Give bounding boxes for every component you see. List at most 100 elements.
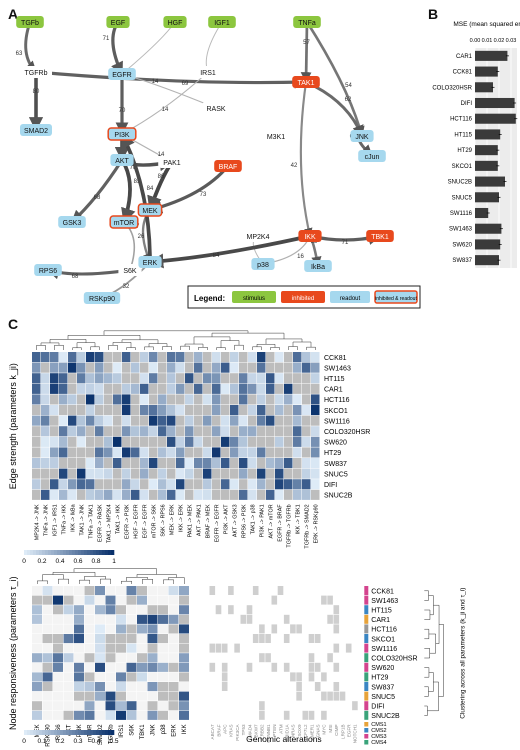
mse-chart-title: MSE (mean squared error) bbox=[453, 21, 520, 28]
mse-bar-CCK81 bbox=[475, 66, 498, 77]
edge-weight-PAK1-MEK: 86 bbox=[158, 174, 165, 180]
svg-text:PI3K: PI3K bbox=[114, 132, 130, 139]
edge-row-label-SNUC2B: SNUC2B bbox=[324, 493, 353, 500]
edge-col-label-28: TGFRb -> TGFRb bbox=[287, 504, 293, 547]
mse-bar-SW1116 bbox=[475, 207, 489, 219]
edge-col-label-25: PI3K -> PAK1 bbox=[260, 504, 266, 537]
cms-legend-swatch-CMS4 bbox=[364, 740, 369, 745]
node-TGFRb: TGFRb bbox=[20, 66, 52, 78]
genomic-col-label-APC: APC bbox=[223, 724, 228, 734]
node-colorbar-tick-4: 0.4 bbox=[91, 738, 100, 745]
cms-bar-SKCO1 bbox=[364, 634, 369, 643]
edge-weight-TGFRb-SMAD2: 80 bbox=[33, 89, 40, 95]
edge-col-label-12: EGF -> EGFR bbox=[143, 504, 149, 538]
node-row-label-HT29: HT29 bbox=[371, 675, 388, 682]
edge-weight-EGFR-PI3K: 70 bbox=[119, 108, 126, 114]
mse-tick-0.03: 0.03 bbox=[506, 38, 517, 44]
edge-row-label-HCT116: HCT116 bbox=[324, 397, 350, 404]
mse-label-SW837: SW837 bbox=[452, 258, 472, 264]
mse-bar-chart: MSE (mean squared error) 0.000.010.020.03… bbox=[432, 21, 520, 268]
edge-weight-EGF-EGFR: 71 bbox=[103, 36, 110, 42]
edge-col-label-16: IKK -> ERK bbox=[179, 504, 185, 532]
cms-bar-DIFI bbox=[364, 701, 369, 711]
node-row-label-CCK81: CCK81 bbox=[371, 588, 394, 595]
node-JNK: JNK bbox=[350, 130, 374, 142]
genomic-col-label-KRAS: KRAS bbox=[229, 724, 234, 737]
svg-text:p38: p38 bbox=[257, 262, 269, 269]
mse-bar-COLO320HSR bbox=[475, 82, 493, 93]
node-col-label-S6K: S6K bbox=[130, 724, 136, 735]
node-IkBa: IkBa bbox=[304, 260, 332, 272]
edge-weight-AKT-GSK3: 68 bbox=[94, 195, 101, 201]
edge-col-label-6: TNFa -> TAK1 bbox=[89, 504, 95, 538]
mse-label-HT29: HT29 bbox=[457, 148, 472, 154]
svg-text:RPS6: RPS6 bbox=[39, 268, 57, 275]
edge-col-label-27: EGFR -> BRAF bbox=[278, 504, 284, 542]
node-col-label-TBK1: TBK1 bbox=[140, 724, 146, 740]
edge-weight-TAK1-IKK: 42 bbox=[291, 163, 298, 169]
node-mTOR: mTOR bbox=[109, 215, 139, 229]
edge-row-label-CCK81: CCK81 bbox=[324, 355, 347, 362]
node-row-label-SNUC2B: SNUC2B bbox=[371, 713, 400, 720]
cms-legend-swatch-CMS1 bbox=[364, 722, 369, 727]
edge-col-label-19: BRAF -> MEK bbox=[206, 504, 212, 538]
svg-text:IRS1: IRS1 bbox=[200, 70, 216, 77]
node-colorbar-tick-3: 0.3 bbox=[73, 738, 82, 745]
node-col-label-IKK: IKK bbox=[182, 724, 188, 734]
edge-weight-mTOR-S6K: 26 bbox=[138, 234, 145, 240]
genomic-col-label-BRAF: BRAF bbox=[216, 724, 221, 736]
edge-weight-TGFRb-TAK1: 69 bbox=[182, 81, 189, 87]
edge-BRAF-MEK bbox=[148, 164, 230, 214]
edge-colorbar-tick-5: 1 bbox=[112, 558, 116, 564]
edge-row-label-SKCO1: SKCO1 bbox=[324, 408, 348, 415]
svg-text:TGFb: TGFb bbox=[21, 20, 39, 27]
node-colorbar-tick-2: 0.2 bbox=[55, 738, 64, 745]
edge-colorbar-tick-0: 0 bbox=[22, 558, 26, 564]
node-TBK1: TBK1 bbox=[366, 230, 394, 242]
mse-tick-0.01: 0.01 bbox=[482, 38, 493, 44]
edge-strength-heatmap: CCK81 SW1463 HT115 CAR1 HCT116 SKCO1 SW1116 COL… bbox=[8, 330, 370, 564]
row-dendrogram bbox=[424, 590, 444, 716]
genomic-col-label-TCF7L2: TCF7L2 bbox=[303, 724, 308, 741]
cms-bar-SW1463 bbox=[364, 595, 369, 605]
node-col-label-p38: p38 bbox=[161, 724, 167, 735]
edge-AKT-GSK3 bbox=[70, 159, 124, 224]
svg-text:HGF: HGF bbox=[168, 20, 183, 27]
edge-IKK-ERK bbox=[148, 234, 311, 269]
mse-bar-HCT116 bbox=[475, 113, 516, 124]
edge-row-label-DIFI: DIFI bbox=[324, 482, 337, 489]
edge-row-label-SW1116: SW1116 bbox=[324, 418, 350, 425]
edge-col-label-0: MP2K4 -> JNK bbox=[35, 504, 41, 540]
node-cJun: cJun bbox=[358, 150, 386, 162]
node-row-label-COLO320HSR: COLO320HSR bbox=[371, 656, 417, 663]
svg-text:PAK1: PAK1 bbox=[163, 160, 180, 167]
node-MEK: MEK bbox=[137, 203, 163, 217]
cms-legend-CMS2: CMS2 bbox=[371, 728, 386, 734]
network-legend: Legend: stimulus inhibited readout inhib… bbox=[187, 285, 421, 309]
mse-bar-SW837 bbox=[475, 255, 499, 266]
edge-col-label-4: IKK -> IkBa bbox=[71, 504, 77, 531]
edge-colorbar-tick-4: 0.8 bbox=[91, 558, 100, 564]
node-row-label-SW837: SW837 bbox=[371, 684, 394, 691]
node-IRS1: IRS1 bbox=[194, 66, 222, 78]
edge-col-label-18: AKT -> PAK1 bbox=[197, 504, 203, 536]
node-row-label-HT115: HT115 bbox=[371, 608, 392, 615]
node-M3K1: M3K1 bbox=[262, 130, 290, 142]
edge-col-label-7: EGFR -> RASK bbox=[98, 504, 104, 542]
node-PAK1: PAK1 bbox=[158, 156, 186, 168]
mse-bar-SW1463 bbox=[475, 223, 502, 234]
edge-weight-IKK-p38: 16 bbox=[297, 254, 304, 260]
mse-bar-HT29 bbox=[475, 145, 498, 156]
mse-bar-DIFI bbox=[475, 97, 515, 109]
svg-text:M3K1: M3K1 bbox=[267, 134, 285, 141]
genomic-alterations-title: Genomic alterations bbox=[246, 734, 322, 744]
svg-text:RSKp90: RSKp90 bbox=[89, 296, 115, 303]
legend-title: Legend: bbox=[194, 294, 225, 303]
panel-letter-c: C bbox=[8, 316, 19, 332]
genomic-col-label-SMAD4: SMAD4 bbox=[247, 724, 252, 740]
cms-bar-SNUC5 bbox=[364, 691, 369, 701]
legend-both: inhibited & readout bbox=[375, 296, 417, 302]
edge-colorbar-tick-3: 0.6 bbox=[73, 558, 82, 564]
edge-col-label-30: TGFRb -> SMAD2 bbox=[305, 504, 311, 548]
node-row-label-SKCO1: SKCO1 bbox=[371, 636, 395, 643]
